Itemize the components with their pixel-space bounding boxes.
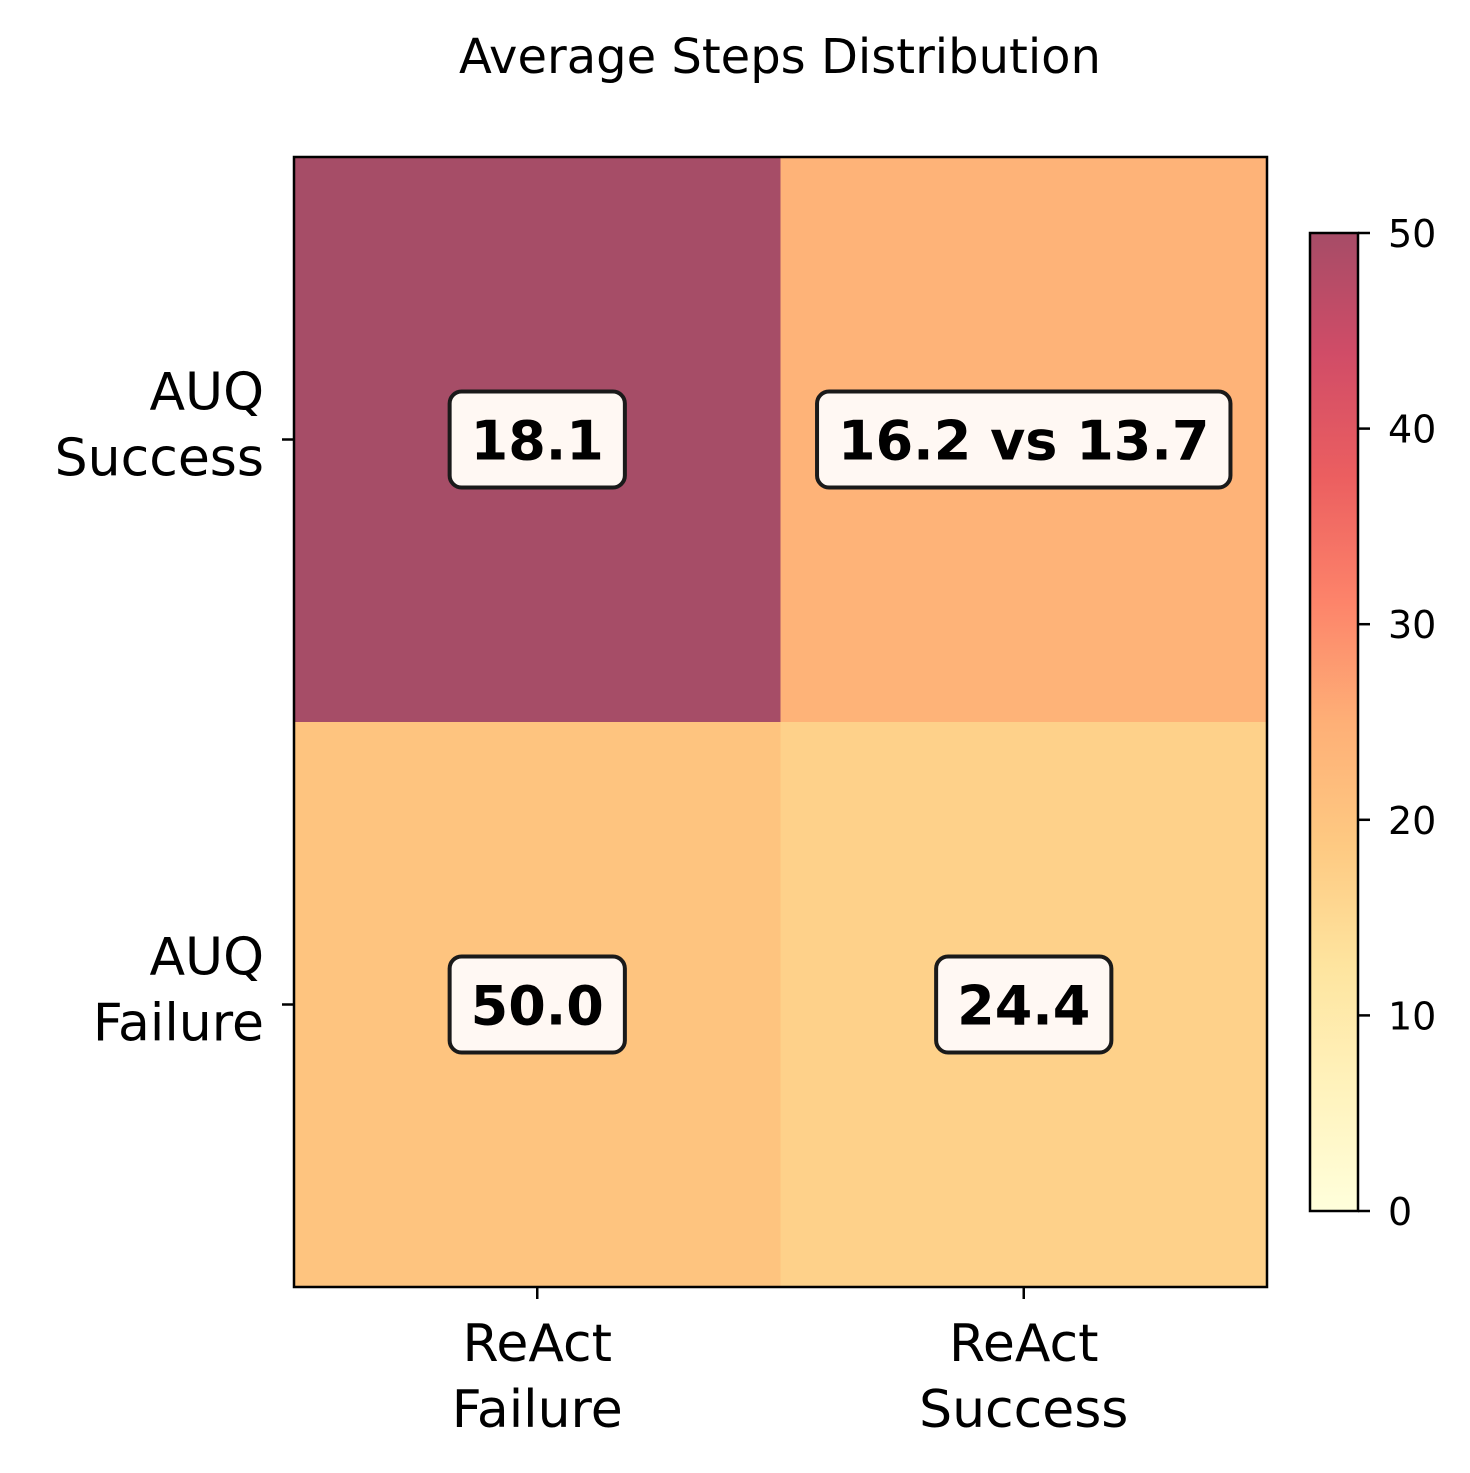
cell-label: 50.0 bbox=[447, 954, 627, 1055]
cell-label-box bbox=[815, 389, 1233, 490]
colorbar-frame bbox=[1308, 231, 1360, 1213]
cell-label: 18.1 bbox=[447, 389, 627, 490]
cell-labels: 18.1 16.2 vs 13.7 50.0 24.4 bbox=[447, 389, 1233, 1055]
colorbar-tick-label: 20 bbox=[1388, 799, 1436, 843]
y-tick-label: AUQ Success bbox=[55, 363, 264, 489]
colorbar: 0 10 20 30 40 50 bbox=[1308, 212, 1436, 1234]
cell-value-text: 16.2 vs 13.7 bbox=[838, 410, 1209, 473]
colorbar-tick-label: 0 bbox=[1388, 1190, 1412, 1234]
cell-value-text: 18.1 bbox=[471, 410, 604, 473]
chart-title: Average Steps Distribution bbox=[459, 29, 1101, 85]
x-tick-label: ReAct Success bbox=[919, 1314, 1128, 1440]
cell-value-text: 50.0 bbox=[471, 975, 604, 1038]
cell-label: 24.4 bbox=[934, 954, 1114, 1055]
y-tick-label: AUQ Failure bbox=[93, 928, 264, 1054]
x-tick-label: ReAct Failure bbox=[452, 1314, 623, 1440]
axis-ticks: ReAct Failure ReAct Success AUQ Success AUQ Fai… bbox=[55, 363, 1129, 1441]
cell-value-text: 24.4 bbox=[957, 975, 1090, 1038]
cell-label-box bbox=[447, 389, 627, 490]
colorbar-tick-label: 40 bbox=[1388, 408, 1436, 452]
cell-label-box bbox=[447, 954, 627, 1055]
cell-label-box bbox=[934, 954, 1114, 1055]
cell-label: 16.2 vs 13.7 bbox=[815, 389, 1233, 490]
colorbar-tick-label: 30 bbox=[1388, 603, 1436, 647]
colorbar-tick-label: 10 bbox=[1388, 994, 1436, 1038]
colorbar-tick-label: 50 bbox=[1388, 212, 1436, 256]
colorbar-gradient bbox=[1310, 233, 1358, 1211]
heatmap-cells bbox=[294, 157, 1268, 1288]
plot-frame bbox=[292, 155, 1269, 1289]
